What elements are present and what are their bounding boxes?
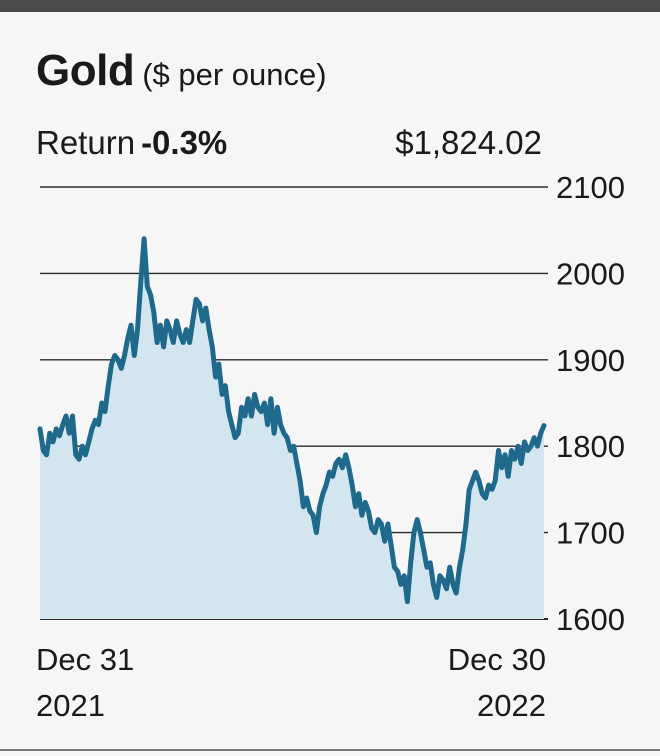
y-tick-label: 1800	[556, 429, 625, 464]
last-price: $1,824.02	[395, 124, 542, 161]
bottom-border-rule	[0, 749, 660, 751]
x-axis-labels: Dec 31 2021 Dec 30 2022	[36, 642, 546, 723]
chart-subtitle: ($ per ounce)	[142, 57, 327, 92]
x-end-date-label: Dec 30	[448, 642, 546, 677]
y-tick-label: 1600	[556, 602, 625, 637]
return-label: Return	[36, 124, 136, 161]
y-tick-label: 2000	[556, 256, 625, 291]
return-value: -0.3%	[141, 124, 228, 161]
y-axis-ticks: 2100 2000 1900 1800 1700 1600	[556, 170, 625, 637]
top-border-rule	[0, 0, 660, 12]
x-start-year-label: 2021	[36, 688, 105, 723]
y-tick-label: 1700	[556, 516, 625, 551]
x-start-date-label: Dec 31	[36, 642, 134, 677]
y-tick-label: 2100	[556, 170, 625, 205]
price-series-line	[37, 236, 547, 605]
return-row: Return -0.3%	[36, 124, 227, 162]
price-area-fill	[40, 238, 544, 620]
chart-title: Gold	[36, 46, 135, 95]
y-tick-label: 1900	[556, 343, 625, 378]
x-end-year-label: 2022	[477, 688, 546, 723]
chart-title-row: Gold ($ per ounce)	[36, 46, 327, 96]
